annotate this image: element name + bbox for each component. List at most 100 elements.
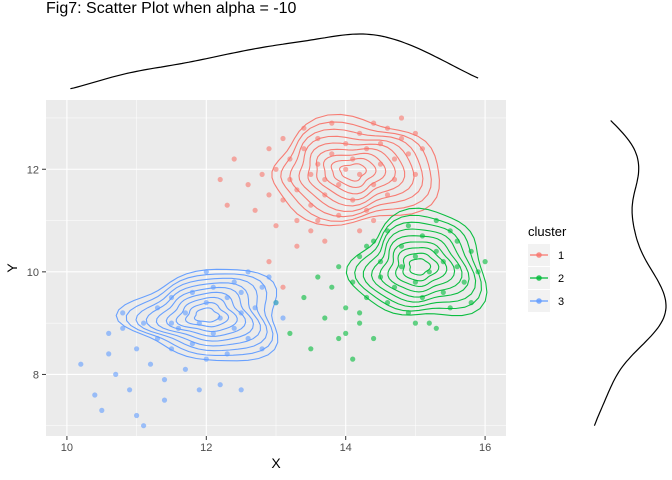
point-cluster-3 bbox=[120, 325, 126, 331]
x-tick-label: 16 bbox=[479, 442, 491, 454]
point-cluster-3 bbox=[217, 315, 223, 321]
point-cluster-1 bbox=[343, 141, 349, 147]
point-cluster-3 bbox=[182, 310, 188, 316]
point-cluster-2 bbox=[301, 294, 307, 301]
point-cluster-3 bbox=[161, 377, 168, 383]
point-cluster-3 bbox=[238, 387, 244, 393]
point-cluster-1 bbox=[308, 228, 314, 234]
point-cluster-3 bbox=[280, 315, 286, 321]
point-cluster-2 bbox=[433, 325, 439, 331]
point-cluster-3 bbox=[113, 371, 119, 377]
point-cluster-1 bbox=[350, 156, 356, 162]
point-cluster-3 bbox=[252, 305, 258, 311]
point-cluster-1 bbox=[301, 146, 307, 152]
point-cluster-1 bbox=[371, 120, 377, 126]
point-cluster-2 bbox=[343, 330, 349, 336]
point-cluster-3 bbox=[231, 325, 237, 331]
point-cluster-2 bbox=[475, 269, 481, 275]
point-cluster-3 bbox=[120, 310, 126, 316]
contour-line-cluster-1 bbox=[315, 148, 396, 201]
contour-line-cluster-1 bbox=[298, 135, 415, 212]
point-cluster-2 bbox=[350, 356, 356, 362]
point-cluster-3 bbox=[134, 346, 140, 352]
density-contours bbox=[115, 113, 488, 362]
point-cluster-3 bbox=[161, 397, 168, 403]
point-cluster-2 bbox=[384, 228, 391, 234]
point-cluster-1 bbox=[329, 120, 335, 126]
point-cluster-1 bbox=[308, 202, 314, 208]
contour-line-cluster-3 bbox=[165, 291, 247, 337]
point-cluster-1 bbox=[294, 217, 300, 224]
point-cluster-1 bbox=[384, 125, 391, 131]
point-cluster-2 bbox=[377, 274, 384, 280]
point-cluster-3 bbox=[203, 269, 209, 275]
point-cluster-2 bbox=[412, 279, 418, 285]
data-points bbox=[78, 115, 488, 429]
point-cluster-1 bbox=[280, 135, 286, 142]
contour-line-cluster-3 bbox=[155, 286, 254, 342]
point-cluster-1 bbox=[357, 228, 363, 234]
point-cluster-2 bbox=[482, 259, 488, 265]
point-cluster-2 bbox=[357, 310, 363, 316]
x-tick-label: 10 bbox=[61, 442, 73, 454]
point-cluster-3 bbox=[203, 356, 209, 362]
point-cluster-2 bbox=[371, 238, 377, 244]
point-cluster-1 bbox=[273, 166, 279, 172]
x-tick-label: 12 bbox=[200, 442, 212, 454]
contour-line-cluster-1 bbox=[307, 142, 406, 207]
point-cluster-3 bbox=[203, 300, 209, 306]
point-cluster-2 bbox=[287, 330, 293, 336]
point-cluster-1 bbox=[273, 223, 279, 229]
point-cluster-2 bbox=[384, 300, 391, 306]
point-cluster-2 bbox=[419, 233, 425, 239]
contour-line-cluster-2 bbox=[408, 258, 432, 276]
point-cluster-1 bbox=[412, 171, 418, 177]
contour-line-cluster-2 bbox=[362, 221, 477, 308]
point-cluster-2 bbox=[371, 335, 377, 342]
contour-line-cluster-1 bbox=[339, 163, 367, 182]
point-cluster-2 bbox=[364, 243, 370, 249]
point-cluster-2 bbox=[440, 259, 446, 265]
contour-line-cluster-1 bbox=[322, 152, 387, 195]
point-cluster-1 bbox=[412, 130, 418, 136]
point-cluster-1 bbox=[245, 182, 251, 188]
point-cluster-2 bbox=[426, 320, 432, 326]
point-cluster-1 bbox=[391, 176, 398, 183]
point-cluster-1 bbox=[377, 161, 384, 167]
point-cluster-1 bbox=[398, 135, 405, 142]
point-cluster-1 bbox=[266, 192, 272, 198]
point-cluster-2 bbox=[364, 294, 370, 301]
point-cluster-3 bbox=[106, 351, 112, 357]
point-cluster-3 bbox=[196, 320, 202, 326]
point-cluster-1 bbox=[308, 171, 314, 177]
point-cluster-3 bbox=[196, 387, 202, 393]
legend-key-point bbox=[536, 298, 542, 304]
point-cluster-1 bbox=[315, 217, 321, 224]
point-cluster-1 bbox=[336, 212, 342, 218]
contour-line-cluster-1 bbox=[289, 128, 424, 218]
point-cluster-1 bbox=[322, 192, 328, 198]
point-cluster-2 bbox=[412, 320, 418, 326]
point-cluster-3 bbox=[231, 279, 237, 285]
point-cluster-3 bbox=[259, 346, 265, 352]
point-cluster-2 bbox=[447, 305, 453, 311]
legend-label-3: 3 bbox=[558, 296, 564, 308]
point-cluster-1 bbox=[336, 182, 342, 188]
point-cluster-1 bbox=[398, 115, 405, 121]
point-cluster-3 bbox=[168, 320, 175, 326]
point-cluster-2 bbox=[461, 279, 467, 285]
point-cluster-3 bbox=[106, 330, 112, 336]
point-cluster-2 bbox=[433, 217, 439, 224]
point-cluster-3 bbox=[154, 335, 161, 342]
point-cluster-2 bbox=[357, 253, 363, 260]
point-cluster-2 bbox=[322, 315, 328, 321]
point-cluster-1 bbox=[322, 176, 328, 183]
y-axis-ticks: 8 10 12 bbox=[27, 164, 46, 381]
point-cluster-2 bbox=[454, 264, 460, 270]
x-axis-ticks: 10 12 14 16 bbox=[61, 436, 491, 454]
y-tick-label: 8 bbox=[33, 369, 39, 381]
point-cluster-3 bbox=[266, 274, 272, 280]
point-cluster-1 bbox=[391, 156, 398, 162]
contour-line-cluster-2 bbox=[387, 241, 456, 293]
